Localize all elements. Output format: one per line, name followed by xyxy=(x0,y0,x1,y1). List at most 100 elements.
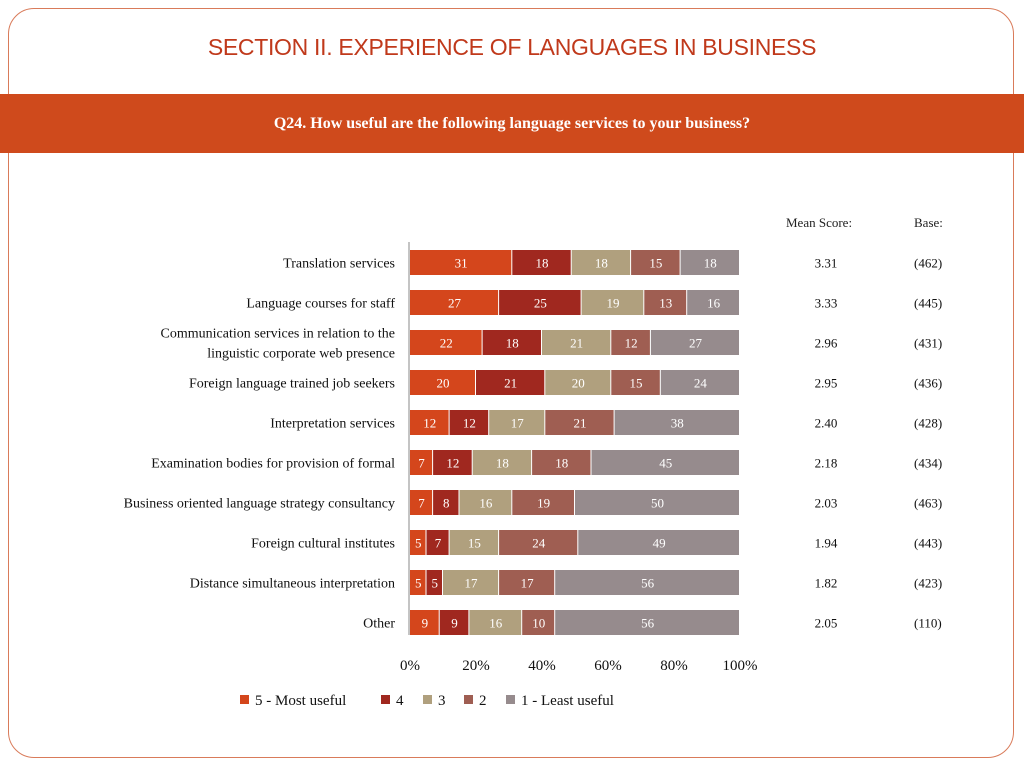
bar-value-label: 31 xyxy=(455,256,468,271)
bar-value-label: 12 xyxy=(446,456,459,471)
bar-value-label: 7 xyxy=(418,456,425,471)
bar-value-label: 15 xyxy=(468,536,481,551)
bar-value-label: 20 xyxy=(572,376,585,391)
bar-value-label: 24 xyxy=(532,536,546,551)
bar-segment xyxy=(499,570,555,595)
bar-value-label: 27 xyxy=(448,296,462,311)
legend-swatch xyxy=(381,695,390,704)
bar-segment xyxy=(591,450,739,475)
base-header: Base: xyxy=(914,215,943,230)
legend-label: 2 xyxy=(479,693,487,709)
bar-value-label: 5 xyxy=(415,576,422,591)
bar-value-label: 10 xyxy=(532,616,545,631)
base-value: (443) xyxy=(914,536,942,551)
base-value: (434) xyxy=(914,456,942,471)
bar-value-label: 9 xyxy=(422,616,429,631)
bar-segment xyxy=(489,410,545,435)
bar-segment xyxy=(512,490,574,515)
bar-segment xyxy=(532,450,591,475)
x-tick-label: 80% xyxy=(660,658,688,674)
bar-segment xyxy=(476,370,545,395)
category-label: Communication services in relation to th… xyxy=(161,327,395,342)
mean-score-value: 2.03 xyxy=(815,496,838,511)
slide-title: SECTION II. EXPERIENCE OF LANGUAGES IN B… xyxy=(207,34,817,60)
bar-value-label: 49 xyxy=(653,536,666,551)
category-label: Distance simultaneous interpretation xyxy=(190,577,395,592)
bar-value-label: 56 xyxy=(641,616,655,631)
x-tick-label: 40% xyxy=(528,658,556,674)
base-value: (436) xyxy=(914,376,942,391)
bar-value-label: 17 xyxy=(521,576,535,591)
category-label: linguistic corporate web presence xyxy=(207,347,395,362)
bar-segment xyxy=(410,290,499,315)
bar-segment xyxy=(449,530,499,555)
question-text: Q24. How useful are the following langua… xyxy=(273,115,751,132)
category-label: Translation services xyxy=(283,257,395,272)
bar-value-label: 20 xyxy=(437,376,450,391)
bar-value-label: 25 xyxy=(534,296,547,311)
bar-segment xyxy=(499,290,581,315)
base-value: (431) xyxy=(914,336,942,351)
legend-label: 3 xyxy=(438,693,446,709)
mean-score-value: 2.40 xyxy=(815,416,838,431)
question-band xyxy=(0,94,1024,153)
bar-segment xyxy=(439,610,469,635)
x-tick-label: 60% xyxy=(594,658,622,674)
bar-segment xyxy=(542,330,611,355)
bar-segment xyxy=(581,290,644,315)
bar-segment xyxy=(571,250,631,275)
mean-score-value: 2.05 xyxy=(815,616,838,631)
bar-segment xyxy=(410,370,475,395)
mean-score-value: 3.33 xyxy=(815,296,838,311)
bar-value-label: 15 xyxy=(630,376,643,391)
bar-segment xyxy=(410,450,433,475)
x-tick-label: 0% xyxy=(400,658,420,674)
bar-segment xyxy=(482,330,541,355)
bar-segment xyxy=(555,610,739,635)
bar-segment xyxy=(555,570,739,595)
bar-value-label: 38 xyxy=(671,416,684,431)
mean-score-value: 2.18 xyxy=(815,456,838,471)
bar-segment xyxy=(410,330,482,355)
mean-score-header: Mean Score: xyxy=(786,215,853,230)
bar-segment xyxy=(614,410,739,435)
bar-value-label: 18 xyxy=(595,256,608,271)
category-label: Foreign language trained job seekers xyxy=(189,377,395,392)
bar-segment xyxy=(449,410,489,435)
bar-segment xyxy=(687,290,739,315)
bar-segment xyxy=(680,250,739,275)
bar-segment xyxy=(611,330,650,355)
bar-value-label: 8 xyxy=(443,496,450,511)
legend-swatch xyxy=(506,695,515,704)
bar-segment xyxy=(410,530,426,555)
mean-score-value: 2.96 xyxy=(815,336,838,351)
bar-segment xyxy=(522,610,555,635)
bar-segment xyxy=(410,610,439,635)
bar-value-label: 18 xyxy=(536,256,549,271)
bar-value-label: 50 xyxy=(651,496,664,511)
bar-segment xyxy=(499,530,578,555)
bar-value-label: 13 xyxy=(659,296,672,311)
bar-value-label: 12 xyxy=(463,416,476,431)
legend-label: 4 xyxy=(396,693,404,709)
bar-segment xyxy=(433,490,459,515)
bar-segment xyxy=(545,370,611,395)
bar-segment xyxy=(650,330,739,355)
base-value: (110) xyxy=(914,616,942,631)
legend-swatch xyxy=(464,695,473,704)
bar-segment xyxy=(611,370,660,395)
bar-value-label: 15 xyxy=(649,256,662,271)
bar-segment xyxy=(644,290,687,315)
base-value: (462) xyxy=(914,256,942,271)
mean-score-value: 1.82 xyxy=(815,576,838,591)
mean-score-value: 2.95 xyxy=(815,376,838,391)
bar-value-label: 56 xyxy=(641,576,655,591)
category-label: Language courses for staff xyxy=(246,297,395,312)
bar-value-label: 7 xyxy=(418,496,425,511)
legend-swatch xyxy=(423,695,432,704)
category-label: Business oriented language strategy cons… xyxy=(124,497,395,512)
bar-value-label: 5 xyxy=(415,536,422,551)
category-label: Foreign cultural institutes xyxy=(251,537,395,552)
mean-score-value: 1.94 xyxy=(815,536,838,551)
mean-score-value: 3.31 xyxy=(815,256,838,271)
